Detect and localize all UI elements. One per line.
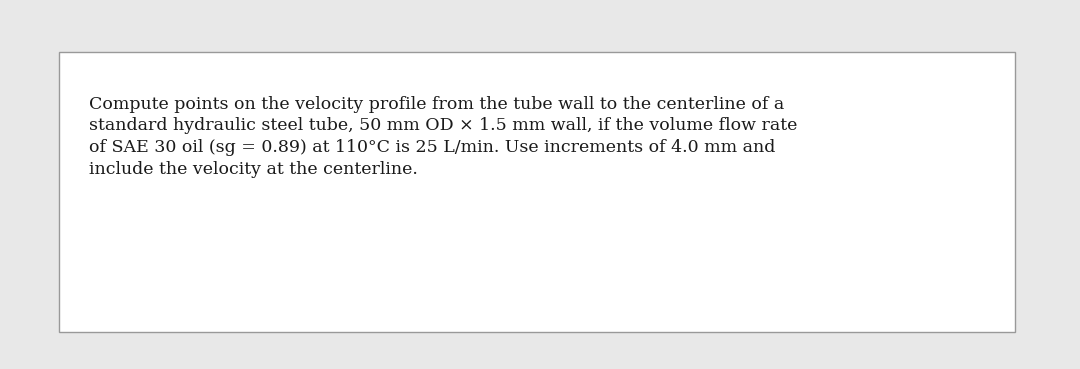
- FancyBboxPatch shape: [59, 52, 1015, 332]
- Text: Compute points on the velocity profile from the tube wall to the centerline of a: Compute points on the velocity profile f…: [89, 96, 797, 177]
